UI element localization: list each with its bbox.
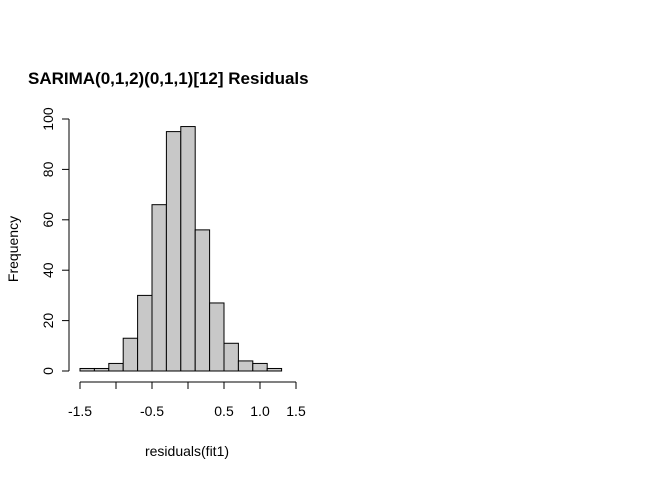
y-axis: 0 20 40 60 80 100 — [40, 107, 70, 375]
y-tick-label-3: 60 — [40, 212, 56, 228]
histogram-bar-8 — [194, 229, 211, 372]
histogram-bars — [79, 126, 283, 372]
chart-title: SARIMA(0,1,2)(0,1,1)[12] Residuals — [28, 69, 309, 88]
histogram-bar-6 — [165, 131, 182, 372]
y-tick-label-5: 100 — [40, 107, 56, 131]
histogram-bar-1 — [93, 367, 110, 372]
y-tick-label-1: 20 — [40, 313, 56, 329]
histogram-bar-10 — [223, 342, 239, 372]
histogram-bar-2 — [108, 362, 124, 372]
y-axis-label: Frequency — [5, 216, 21, 282]
x-tick-label-0: -1.5 — [68, 403, 92, 419]
x-tick-label-4: 0.5 — [214, 403, 234, 419]
y-tick-label-4: 80 — [40, 161, 56, 177]
histogram-bar-11 — [237, 360, 254, 372]
histogram-bar-9 — [209, 302, 225, 372]
x-tick-label-2: -0.5 — [140, 403, 164, 419]
x-tick-label-6: 1.5 — [286, 403, 306, 419]
y-tick-label-2: 40 — [40, 262, 56, 278]
y-tick-label-0: 0 — [40, 367, 56, 375]
histogram-bar-0 — [79, 367, 95, 372]
histogram-bar-4 — [137, 294, 153, 372]
histogram-bar-7 — [180, 126, 196, 372]
histogram-bar-5 — [151, 204, 167, 372]
x-axis-label: residuals(fit1) — [145, 443, 229, 459]
x-tick-label-5: 1.0 — [250, 403, 270, 419]
histogram-bar-12 — [252, 362, 268, 372]
x-axis: -1.5 -0.5 0.5 1.0 1.5 — [68, 381, 306, 419]
histogram-bar-13 — [266, 367, 283, 372]
histogram-bar-3 — [122, 337, 139, 372]
